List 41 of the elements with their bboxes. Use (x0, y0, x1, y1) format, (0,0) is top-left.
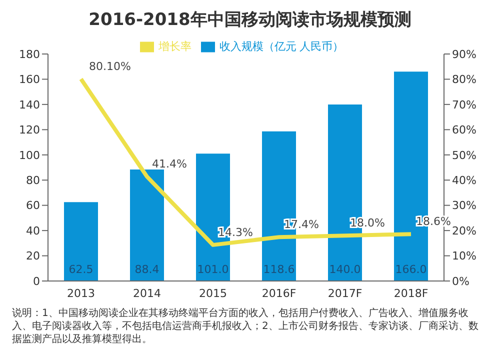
y2-tick-label: 50% (452, 148, 476, 162)
data-label: 80.10% (89, 60, 131, 73)
y-tick-label: 120 (19, 124, 40, 137)
y2-tick-label: 10% (452, 250, 476, 263)
y-tick-label: 20 (26, 250, 40, 263)
x-tick-label: 2018F (394, 286, 428, 300)
y2-tick-label: 70% (452, 98, 476, 112)
y2-tick-label: 60% (452, 124, 476, 137)
chart-title: 2016-2018年中国移动阅读市场规模预测 (88, 9, 412, 31)
y2-tick-label: 80% (452, 73, 476, 86)
bar (64, 202, 98, 281)
y-tick-label: 40 (26, 224, 40, 238)
x-tick-label: 2015 (199, 286, 227, 300)
line-series (79, 76, 413, 247)
data-label: 140.0 (329, 263, 361, 276)
data-label: 62.5 (68, 263, 94, 276)
y2-tick-label: 20% (452, 224, 476, 238)
y-tick-label: 80 (26, 174, 40, 188)
y2-tick-label: 30% (452, 199, 476, 212)
x-tick-label: 2017F (328, 286, 362, 300)
y2-tick-label: 40% (452, 174, 476, 188)
x-tick-label: 2016F (262, 286, 296, 300)
y-tick-label: 160 (19, 73, 40, 86)
y2-tick-label: 90% (452, 48, 476, 61)
data-label: 118.6 (263, 263, 295, 276)
text: 说明：1、中国移动阅读企业在其移动终端平台方面的收入，包括用户付费收入、广告收入、增值服务收入、电子阅读器收入等，不包括电信运营商手机报收入；2、上市公司财务报告、专家访谈、厂商采访、数据监测产品以及推算模型得出。 (11, 307, 480, 346)
y-tick-label: 100 (19, 148, 40, 162)
data-label: 88.4 (134, 263, 160, 276)
data-label: 101.0 (197, 263, 229, 276)
data-label: 166.0 (395, 263, 427, 276)
y-tick-label: 180 (19, 48, 40, 61)
data-label: 41.4% (152, 158, 187, 171)
y2-tick-label: 0% (452, 274, 470, 288)
x-tick-label: 2014 (133, 286, 161, 300)
legend-label: 收入规模（亿元 人民币） (219, 40, 344, 53)
y-tick-label: 60 (26, 199, 40, 212)
legend-label: 增长率 (158, 40, 192, 53)
y-tick-label: 140 (19, 98, 40, 112)
y-tick-label: 0 (33, 274, 40, 288)
bar (130, 170, 164, 281)
x-tick-label: 2013 (67, 286, 95, 300)
